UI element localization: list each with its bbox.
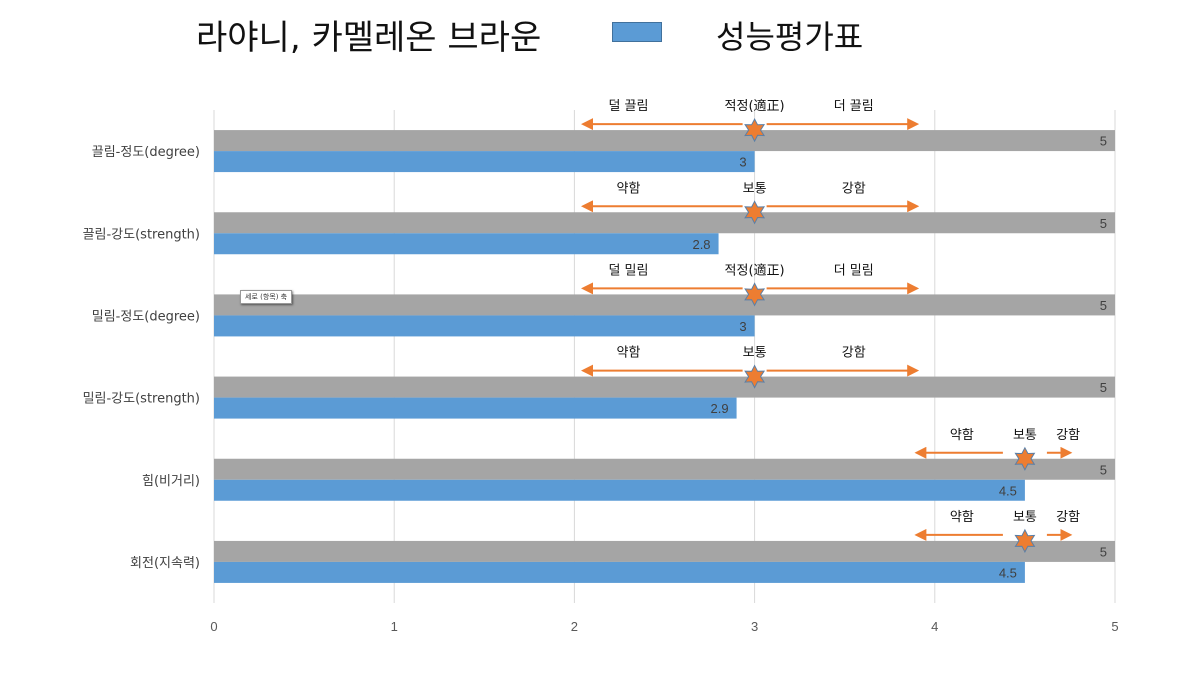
annotation-left-label: 약함 <box>616 346 640 361</box>
annotation-center-label: 보통 <box>1013 510 1037 525</box>
x-tick-label: 3 <box>751 619 758 634</box>
annotation-center-label: 적정(適正) <box>725 262 785 278</box>
annotation-left-label: 약함 <box>950 428 974 443</box>
annotation-right-label: 더 끌림 <box>834 99 874 114</box>
legend-swatch <box>612 22 662 42</box>
x-tick-label: 1 <box>391 619 398 634</box>
data-label-value: 3 <box>739 319 746 334</box>
bar-max <box>214 212 1115 234</box>
annotation-left-label: 약함 <box>950 510 974 525</box>
annotation-center-label: 보통 <box>743 346 767 361</box>
bar-value <box>214 151 755 173</box>
annotation-right-label: 강함 <box>1056 510 1080 525</box>
bar-value <box>214 397 737 419</box>
annotation-right-label: 더 밀림 <box>834 263 874 278</box>
marker-star <box>744 118 766 143</box>
bar-value <box>214 561 1025 583</box>
bar-max <box>214 458 1115 480</box>
bar-max <box>214 294 1115 316</box>
annotation-right-label: 강함 <box>842 346 866 361</box>
data-label-max: 5 <box>1100 216 1107 231</box>
bar-value <box>214 479 1025 501</box>
data-label-max: 5 <box>1100 544 1107 559</box>
category-label: 밀림-정도(degree) <box>92 309 200 324</box>
data-label-value: 4.5 <box>999 483 1017 498</box>
marker-star <box>744 200 766 225</box>
x-tick-label: 2 <box>571 619 578 634</box>
data-label-value: 2.9 <box>711 401 729 416</box>
annotation-right-label: 강함 <box>842 181 866 196</box>
category-label: 밀림-강도(strength) <box>83 392 200 407</box>
x-tick-label: 5 <box>1111 619 1118 634</box>
marker-star <box>1014 528 1036 553</box>
annotation-center-label: 보통 <box>1013 428 1037 443</box>
bar-value <box>214 315 755 337</box>
x-tick-label: 0 <box>210 619 217 634</box>
x-tick-label: 4 <box>931 619 938 634</box>
data-label-max: 5 <box>1100 380 1107 395</box>
annotation-right-label: 강함 <box>1056 428 1080 443</box>
data-label-value: 4.5 <box>999 565 1017 580</box>
chart-title: 라야니, 카멜레온 브라운 <box>196 18 542 58</box>
bar-max <box>214 130 1115 152</box>
marker-star <box>1014 446 1036 471</box>
category-label: 끌림-정도(degree) <box>92 145 200 160</box>
data-label-value: 2.8 <box>692 237 710 252</box>
category-label: 힘(비거리) <box>142 474 200 489</box>
category-label: 회전(지속력) <box>130 556 200 571</box>
annotation-center-label: 적정(適正) <box>725 98 785 114</box>
annotation-left-label: 덜 끌림 <box>608 99 648 114</box>
annotation-left-label: 약함 <box>616 181 640 196</box>
marker-star <box>744 282 766 307</box>
legend-label: 성능평가표 <box>716 18 864 56</box>
data-label-max: 5 <box>1100 134 1107 149</box>
marker-star <box>744 364 766 389</box>
data-label-value: 3 <box>739 155 746 170</box>
data-label-max: 5 <box>1100 462 1107 477</box>
annotation-center-label: 보통 <box>743 181 767 196</box>
bar-max <box>214 376 1115 398</box>
bar-max <box>214 540 1115 562</box>
axis-tooltip: 세로 (항목) 축 <box>240 290 293 304</box>
annotation-left-label: 덜 밀림 <box>608 263 648 278</box>
bar-value <box>214 233 719 255</box>
category-label: 끌림-강도(strength) <box>83 227 200 242</box>
data-label-max: 5 <box>1100 298 1107 313</box>
